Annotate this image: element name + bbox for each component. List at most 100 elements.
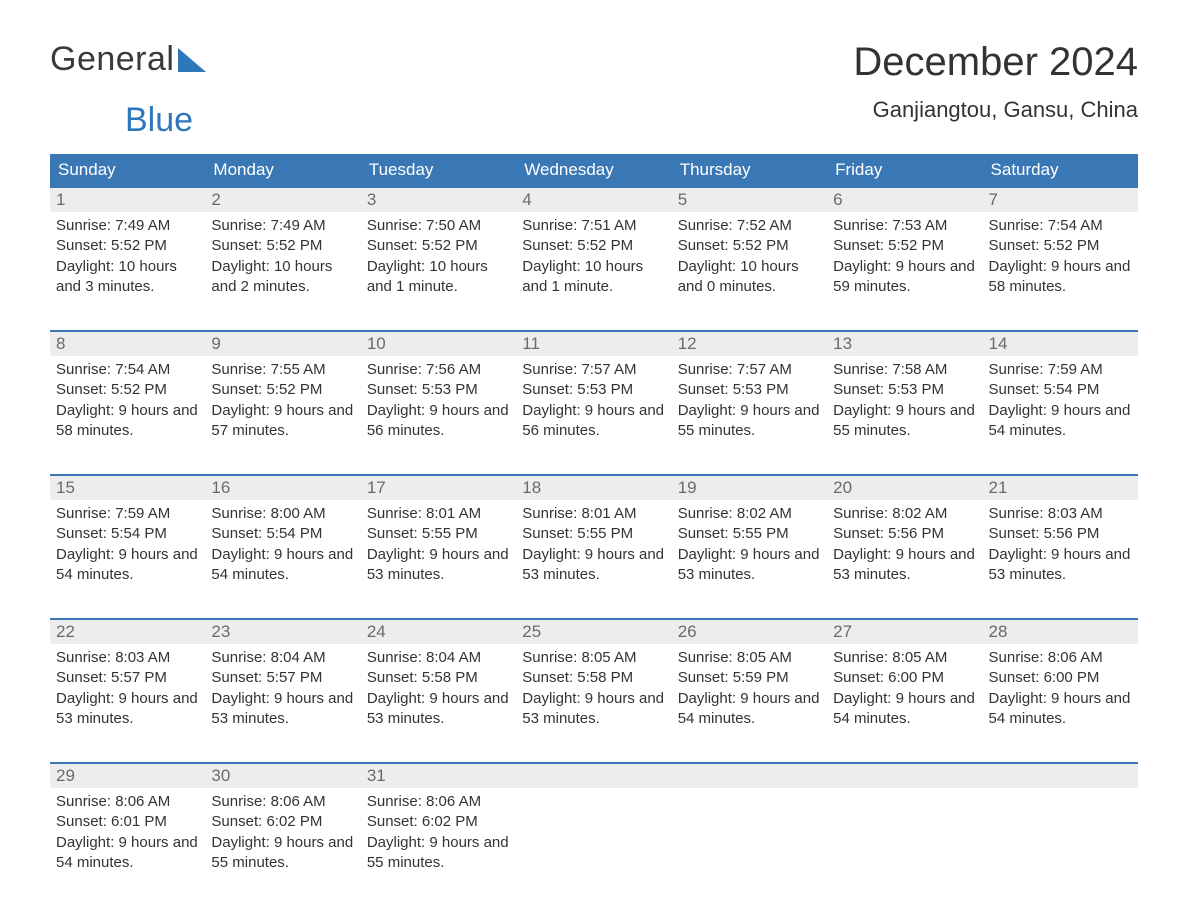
daylight-line: Daylight: 9 hours and 54 minutes.: [989, 689, 1132, 730]
day-body: Sunrise: 8:03 AMSunset: 5:57 PMDaylight:…: [50, 644, 205, 731]
day-body: Sunrise: 8:00 AMSunset: 5:54 PMDaylight:…: [205, 500, 360, 587]
calendar-day: 16Sunrise: 8:00 AMSunset: 5:54 PMDayligh…: [205, 476, 360, 594]
day-body: Sunrise: 8:06 AMSunset: 6:02 PMDaylight:…: [205, 788, 360, 875]
day-header: Saturday: [983, 154, 1138, 186]
sunset-line: Sunset: 5:57 PM: [56, 668, 199, 688]
sunrise-line: Sunrise: 7:56 AM: [367, 360, 510, 380]
day-number: 26: [672, 620, 827, 644]
day-body: Sunrise: 7:56 AMSunset: 5:53 PMDaylight:…: [361, 356, 516, 443]
calendar-day: 15Sunrise: 7:59 AMSunset: 5:54 PMDayligh…: [50, 476, 205, 594]
daylight-line: Daylight: 9 hours and 54 minutes.: [211, 545, 354, 586]
sunrise-line: Sunrise: 7:54 AM: [989, 216, 1132, 236]
calendar-day: 5Sunrise: 7:52 AMSunset: 5:52 PMDaylight…: [672, 188, 827, 306]
calendar-day: [516, 764, 671, 882]
day-number: 19: [672, 476, 827, 500]
daylight-line: Daylight: 9 hours and 57 minutes.: [211, 401, 354, 442]
day-body: Sunrise: 8:01 AMSunset: 5:55 PMDaylight:…: [516, 500, 671, 587]
sunrise-line: Sunrise: 8:03 AM: [989, 504, 1132, 524]
calendar-day: [983, 764, 1138, 882]
sunrise-line: Sunrise: 8:06 AM: [211, 792, 354, 812]
daylight-line: Daylight: 9 hours and 53 minutes.: [56, 689, 199, 730]
day-number: 28: [983, 620, 1138, 644]
day-body: Sunrise: 8:03 AMSunset: 5:56 PMDaylight:…: [983, 500, 1138, 587]
sunrise-line: Sunrise: 7:57 AM: [678, 360, 821, 380]
sunrise-line: Sunrise: 8:01 AM: [522, 504, 665, 524]
sunset-line: Sunset: 5:55 PM: [522, 524, 665, 544]
day-number: 29: [50, 764, 205, 788]
calendar-day: 8Sunrise: 7:54 AMSunset: 5:52 PMDaylight…: [50, 332, 205, 450]
sunset-line: Sunset: 5:56 PM: [833, 524, 976, 544]
day-number: 12: [672, 332, 827, 356]
calendar-day: [827, 764, 982, 882]
day-header: Friday: [827, 154, 982, 186]
day-number: 22: [50, 620, 205, 644]
sunset-line: Sunset: 5:52 PM: [211, 380, 354, 400]
daylight-line: Daylight: 9 hours and 58 minutes.: [56, 401, 199, 442]
sunrise-line: Sunrise: 7:52 AM: [678, 216, 821, 236]
calendar-day: 25Sunrise: 8:05 AMSunset: 5:58 PMDayligh…: [516, 620, 671, 738]
daylight-line: Daylight: 9 hours and 53 minutes.: [522, 689, 665, 730]
day-body: Sunrise: 7:49 AMSunset: 5:52 PMDaylight:…: [50, 212, 205, 299]
brand-blue-text: Blue: [125, 101, 193, 139]
day-number: 6: [827, 188, 982, 212]
brand-flag-icon: [178, 48, 212, 72]
sunrise-line: Sunrise: 8:05 AM: [678, 648, 821, 668]
calendar-day: [672, 764, 827, 882]
daylight-line: Daylight: 9 hours and 53 minutes.: [678, 545, 821, 586]
calendar-day: 12Sunrise: 7:57 AMSunset: 5:53 PMDayligh…: [672, 332, 827, 450]
calendar-week: 15Sunrise: 7:59 AMSunset: 5:54 PMDayligh…: [50, 474, 1138, 594]
sunset-line: Sunset: 5:52 PM: [56, 380, 199, 400]
sunrise-line: Sunrise: 7:54 AM: [56, 360, 199, 380]
sunset-line: Sunset: 5:52 PM: [678, 236, 821, 256]
daylight-line: Daylight: 9 hours and 53 minutes.: [989, 545, 1132, 586]
day-body: Sunrise: 8:05 AMSunset: 5:59 PMDaylight:…: [672, 644, 827, 731]
day-body: Sunrise: 8:04 AMSunset: 5:58 PMDaylight:…: [361, 644, 516, 731]
day-body: Sunrise: 7:53 AMSunset: 5:52 PMDaylight:…: [827, 212, 982, 299]
day-body: Sunrise: 8:04 AMSunset: 5:57 PMDaylight:…: [205, 644, 360, 731]
daylight-line: Daylight: 9 hours and 56 minutes.: [367, 401, 510, 442]
sunset-line: Sunset: 5:53 PM: [522, 380, 665, 400]
day-number: 18: [516, 476, 671, 500]
day-number: 7: [983, 188, 1138, 212]
day-header: Thursday: [672, 154, 827, 186]
weeks-container: 1Sunrise: 7:49 AMSunset: 5:52 PMDaylight…: [50, 186, 1138, 882]
day-number: 20: [827, 476, 982, 500]
calendar-day: 14Sunrise: 7:59 AMSunset: 5:54 PMDayligh…: [983, 332, 1138, 450]
day-number: 17: [361, 476, 516, 500]
sunset-line: Sunset: 5:58 PM: [367, 668, 510, 688]
daylight-line: Daylight: 9 hours and 54 minutes.: [989, 401, 1132, 442]
daylight-line: Daylight: 9 hours and 53 minutes.: [833, 545, 976, 586]
daylight-line: Daylight: 9 hours and 55 minutes.: [367, 833, 510, 874]
sunset-line: Sunset: 5:54 PM: [211, 524, 354, 544]
day-number: 23: [205, 620, 360, 644]
day-number: [672, 764, 827, 788]
month-title: December 2024: [853, 40, 1138, 85]
sunset-line: Sunset: 5:54 PM: [56, 524, 199, 544]
calendar-day: 7Sunrise: 7:54 AMSunset: 5:52 PMDaylight…: [983, 188, 1138, 306]
sunrise-line: Sunrise: 8:04 AM: [367, 648, 510, 668]
day-number: 30: [205, 764, 360, 788]
calendar-day: 1Sunrise: 7:49 AMSunset: 5:52 PMDaylight…: [50, 188, 205, 306]
sunset-line: Sunset: 5:52 PM: [367, 236, 510, 256]
day-number: 3: [361, 188, 516, 212]
sunrise-line: Sunrise: 7:59 AM: [989, 360, 1132, 380]
calendar-day: 27Sunrise: 8:05 AMSunset: 6:00 PMDayligh…: [827, 620, 982, 738]
calendar-day: 30Sunrise: 8:06 AMSunset: 6:02 PMDayligh…: [205, 764, 360, 882]
calendar-day: 4Sunrise: 7:51 AMSunset: 5:52 PMDaylight…: [516, 188, 671, 306]
location-text: Ganjiangtou, Gansu, China: [853, 97, 1138, 123]
sunrise-line: Sunrise: 7:55 AM: [211, 360, 354, 380]
sunrise-line: Sunrise: 7:49 AM: [56, 216, 199, 236]
day-header: Monday: [205, 154, 360, 186]
day-body: Sunrise: 7:52 AMSunset: 5:52 PMDaylight:…: [672, 212, 827, 299]
daylight-line: Daylight: 9 hours and 53 minutes.: [367, 545, 510, 586]
day-body: Sunrise: 8:01 AMSunset: 5:55 PMDaylight:…: [361, 500, 516, 587]
day-number: [827, 764, 982, 788]
day-body: Sunrise: 7:54 AMSunset: 5:52 PMDaylight:…: [50, 356, 205, 443]
sunset-line: Sunset: 5:55 PM: [678, 524, 821, 544]
daylight-line: Daylight: 10 hours and 2 minutes.: [211, 257, 354, 298]
sunset-line: Sunset: 6:00 PM: [833, 668, 976, 688]
sunset-line: Sunset: 6:02 PM: [367, 812, 510, 832]
daylight-line: Daylight: 9 hours and 55 minutes.: [833, 401, 976, 442]
daylight-line: Daylight: 9 hours and 53 minutes.: [522, 545, 665, 586]
sunrise-line: Sunrise: 8:03 AM: [56, 648, 199, 668]
